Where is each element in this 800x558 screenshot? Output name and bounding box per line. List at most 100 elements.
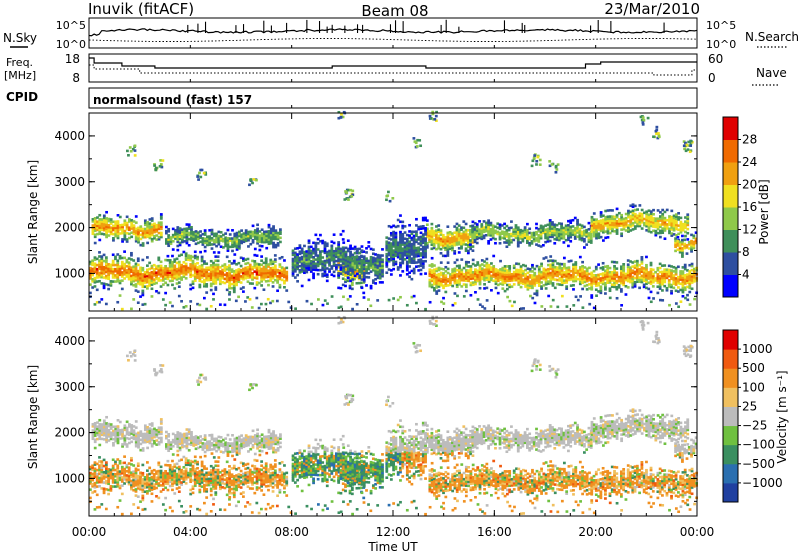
power-cell xyxy=(655,129,658,132)
power-cell xyxy=(133,224,136,227)
power-cell xyxy=(430,223,433,226)
power-cell xyxy=(583,246,586,249)
power-cell xyxy=(188,223,191,226)
power-cell xyxy=(568,266,571,269)
freq-tick-low: 8 xyxy=(72,71,80,85)
power-cell xyxy=(153,164,156,167)
power-cell xyxy=(256,254,259,257)
power-cell xyxy=(609,267,612,270)
power-cell xyxy=(638,287,641,290)
power-cell xyxy=(408,224,411,227)
power-cell xyxy=(625,293,628,296)
power-cell xyxy=(129,146,132,149)
colorbar-tick-label: 8 xyxy=(742,245,750,259)
power-cell xyxy=(659,236,662,239)
nsky-tick-low: 10^0 xyxy=(56,38,86,51)
power-cell xyxy=(358,252,361,255)
power-cell xyxy=(664,237,667,240)
date-title: 23/Mar/2010 xyxy=(604,0,700,18)
power-cell xyxy=(666,209,669,212)
velocity-cell xyxy=(137,469,140,472)
power-cell xyxy=(331,295,334,298)
power-cell xyxy=(661,299,664,302)
power-cell xyxy=(235,300,238,303)
power-cell xyxy=(462,227,465,230)
power-cell xyxy=(415,302,418,305)
power-cell xyxy=(301,248,304,251)
power-cell xyxy=(146,242,149,245)
freq-tick-high: 18 xyxy=(65,52,80,66)
power-cell xyxy=(689,303,692,306)
power-cell xyxy=(381,254,384,257)
power-cell xyxy=(680,217,683,220)
power-cell xyxy=(508,265,511,268)
power-cell xyxy=(659,267,662,270)
velocity-cell xyxy=(132,464,135,467)
power-cell xyxy=(333,242,336,245)
power-cell xyxy=(171,284,174,287)
power-cell xyxy=(324,299,327,302)
power-cell xyxy=(497,292,500,295)
power-cell xyxy=(691,263,694,266)
power-cell xyxy=(424,237,427,240)
power-cell xyxy=(458,251,461,254)
power-cell xyxy=(643,119,646,122)
power-cell xyxy=(424,260,427,263)
power-cell xyxy=(636,208,639,211)
colorbar-swatch xyxy=(723,185,738,208)
power-cell xyxy=(251,306,254,309)
power-cell xyxy=(171,255,174,258)
power-cell xyxy=(330,245,333,248)
power-cell xyxy=(404,231,407,234)
power-cell xyxy=(224,232,227,235)
power-cell xyxy=(343,198,346,201)
power-cell xyxy=(340,287,343,290)
power-cell xyxy=(376,299,379,302)
power-cell xyxy=(233,253,236,256)
power-cell xyxy=(535,223,538,226)
power-cell xyxy=(367,241,370,244)
power-cell xyxy=(576,219,579,222)
power-cell xyxy=(401,221,404,224)
colorbar-tick-label: 28 xyxy=(742,133,757,147)
power-cell xyxy=(164,304,167,307)
power-cell xyxy=(430,227,433,230)
power-cell xyxy=(420,273,423,276)
power-cell xyxy=(180,254,183,257)
velocity-cell xyxy=(137,462,140,465)
power-cell xyxy=(440,229,443,232)
power-cell xyxy=(509,300,512,303)
power-cell xyxy=(560,223,563,226)
velocity-cell xyxy=(96,494,99,497)
power-cell xyxy=(627,263,630,266)
power-cell xyxy=(397,225,400,228)
power-cell xyxy=(205,262,208,265)
power-cell xyxy=(162,298,165,301)
power-cell xyxy=(278,263,281,266)
power-cell xyxy=(684,235,687,238)
power-cell xyxy=(252,178,255,181)
power-cell xyxy=(351,278,354,281)
power-cell xyxy=(465,290,468,293)
power-cell xyxy=(429,301,432,304)
power-cell xyxy=(652,285,655,288)
power-cell xyxy=(217,255,220,258)
power-cell xyxy=(141,259,144,262)
power-cell xyxy=(456,259,459,262)
power-cell xyxy=(189,300,192,303)
velocity-cell xyxy=(105,461,108,464)
power-cell xyxy=(296,274,299,277)
power-cell xyxy=(219,303,222,306)
power-cell xyxy=(550,305,553,308)
power-cell xyxy=(224,304,227,307)
power-cell xyxy=(98,214,101,217)
power-cell xyxy=(299,244,302,247)
power-cell xyxy=(444,274,447,277)
power-cell xyxy=(676,236,679,239)
power-cell xyxy=(533,156,536,159)
beam-title: Beam 08 xyxy=(361,2,428,20)
power-cell xyxy=(620,232,623,235)
power-cell xyxy=(683,239,686,242)
power-cell xyxy=(545,256,548,259)
power-cell xyxy=(240,281,243,284)
